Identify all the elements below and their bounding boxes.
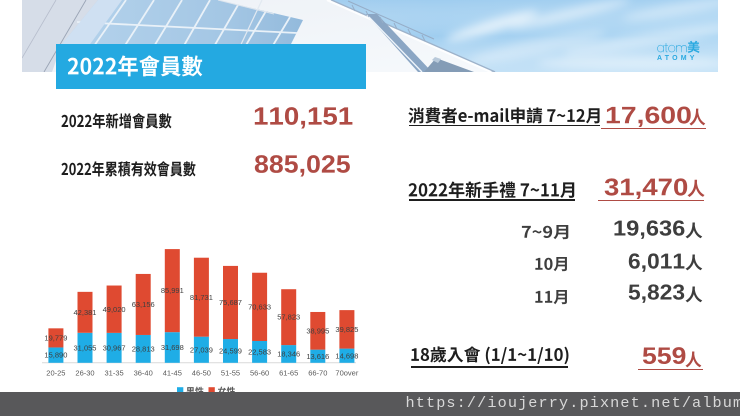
svg-text:51-55: 51-55	[221, 368, 240, 377]
svg-text:31,055: 31,055	[74, 343, 97, 352]
svg-text:57,823: 57,823	[277, 313, 300, 322]
svg-text:36-40: 36-40	[134, 368, 153, 377]
svg-text:24,599: 24,599	[219, 347, 242, 356]
svg-text:19,779: 19,779	[44, 334, 67, 343]
svg-text:26-30: 26-30	[75, 368, 94, 377]
svg-text:42,381: 42,381	[74, 308, 97, 317]
svg-text:41-45: 41-45	[163, 368, 182, 377]
svg-text:63,156: 63,156	[132, 300, 155, 309]
svg-text:61-65: 61-65	[279, 368, 298, 377]
svg-text:14,698: 14,698	[335, 351, 358, 360]
svg-text:85,991: 85,991	[161, 286, 184, 295]
svg-text:70,633: 70,633	[248, 303, 271, 312]
svg-text:49,020: 49,020	[103, 305, 126, 314]
svg-text:46-50: 46-50	[192, 368, 211, 377]
svg-text:13,616: 13,616	[306, 352, 329, 361]
svg-text:75,687: 75,687	[219, 298, 242, 307]
svg-text:18,346: 18,346	[277, 350, 300, 359]
svg-text:39,825: 39,825	[335, 325, 358, 334]
svg-text:27,039: 27,039	[190, 345, 213, 354]
svg-text:31,698: 31,698	[161, 343, 184, 352]
svg-text:28,813: 28,813	[132, 345, 155, 354]
svg-text:56-60: 56-60	[250, 368, 269, 377]
svg-text:22,583: 22,583	[248, 348, 271, 357]
svg-text:30,967: 30,967	[103, 343, 126, 352]
svg-text:31-35: 31-35	[105, 368, 124, 377]
svg-text:15,890: 15,890	[44, 351, 67, 360]
svg-text:20-25: 20-25	[46, 368, 65, 377]
svg-text:70over: 70over	[335, 368, 358, 377]
svg-text:81,731: 81,731	[190, 293, 213, 302]
svg-text:66-70: 66-70	[308, 368, 327, 377]
svg-text:38,995: 38,995	[306, 326, 329, 335]
